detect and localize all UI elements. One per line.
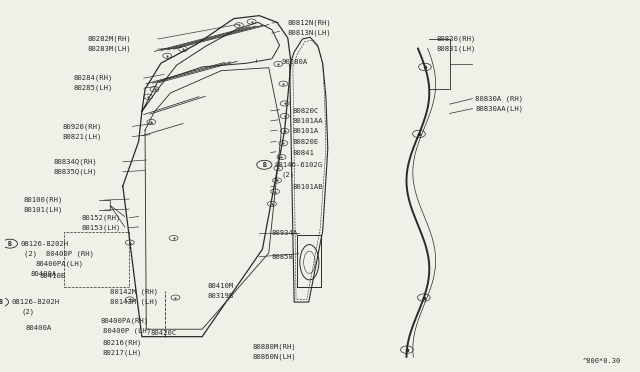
Text: 80282M(RH): 80282M(RH) <box>88 36 132 42</box>
Text: B: B <box>262 162 266 168</box>
Text: 80100(RH): 80100(RH) <box>23 197 63 203</box>
Text: 80101(LH): 80101(LH) <box>23 207 63 214</box>
Text: 80216(RH): 80216(RH) <box>102 340 142 346</box>
Text: 80400P (LH): 80400P (LH) <box>102 328 150 334</box>
Text: ^800*0.30: ^800*0.30 <box>582 358 621 364</box>
Text: 80841: 80841 <box>292 150 314 155</box>
Text: 08146-6102G: 08146-6102G <box>275 162 323 168</box>
Text: 80400A: 80400A <box>26 325 52 331</box>
Text: B: B <box>0 299 3 305</box>
Bar <box>64 232 129 287</box>
Text: 80400A: 80400A <box>31 271 57 277</box>
Text: 80934A: 80934A <box>272 230 298 235</box>
Text: 90280A: 90280A <box>282 60 308 65</box>
Text: 80858: 80858 <box>272 254 294 260</box>
Text: 80835Q(LH): 80835Q(LH) <box>53 169 97 175</box>
Text: 80821(LH): 80821(LH) <box>63 133 102 140</box>
Text: 80319B: 80319B <box>207 293 234 299</box>
Text: 80813N(LH): 80813N(LH) <box>288 30 332 36</box>
Text: (2): (2) <box>282 171 294 178</box>
Text: 80143M (LH): 80143M (LH) <box>110 299 158 305</box>
Text: (2)  80400P (RH): (2) 80400P (RH) <box>24 250 95 257</box>
Text: 80830(RH): 80830(RH) <box>437 36 476 42</box>
Text: 80830A (RH): 80830A (RH) <box>475 95 523 102</box>
Text: 80283M(LH): 80283M(LH) <box>88 46 132 52</box>
Text: 80820E: 80820E <box>292 139 319 145</box>
Text: 80410B: 80410B <box>39 273 65 279</box>
Text: 80420C: 80420C <box>150 330 177 336</box>
Text: 80217(LH): 80217(LH) <box>102 350 142 356</box>
Text: 80920(RH): 80920(RH) <box>63 123 102 130</box>
Text: 08126-8202H: 08126-8202H <box>11 299 60 305</box>
Text: 80152(RH): 80152(RH) <box>81 214 121 221</box>
Text: 80830AA(LH): 80830AA(LH) <box>475 105 523 112</box>
Text: 80142M (RH): 80142M (RH) <box>110 289 158 295</box>
Text: 80101AA: 80101AA <box>292 118 323 124</box>
Text: 80831(LH): 80831(LH) <box>437 46 476 52</box>
Text: 80101AB: 80101AB <box>292 184 323 190</box>
Text: 80400PA(LH): 80400PA(LH) <box>36 260 84 267</box>
Text: 80410M: 80410M <box>207 283 234 289</box>
Text: 80834Q(RH): 80834Q(RH) <box>53 158 97 165</box>
Text: 08126-8202H: 08126-8202H <box>20 241 68 247</box>
Text: 80400PA(RH): 80400PA(RH) <box>100 318 148 324</box>
Text: 80812N(RH): 80812N(RH) <box>288 20 332 26</box>
Text: 80285(LH): 80285(LH) <box>74 85 113 92</box>
Text: 80860N(LH): 80860N(LH) <box>253 353 297 360</box>
Text: 80880M(RH): 80880M(RH) <box>253 343 297 350</box>
Text: 80284(RH): 80284(RH) <box>74 75 113 81</box>
Text: 80153(LH): 80153(LH) <box>81 224 121 231</box>
Text: 80101A: 80101A <box>292 128 319 134</box>
Text: B: B <box>8 241 12 247</box>
Text: (2): (2) <box>21 309 35 315</box>
Text: 80820C: 80820C <box>292 108 319 114</box>
